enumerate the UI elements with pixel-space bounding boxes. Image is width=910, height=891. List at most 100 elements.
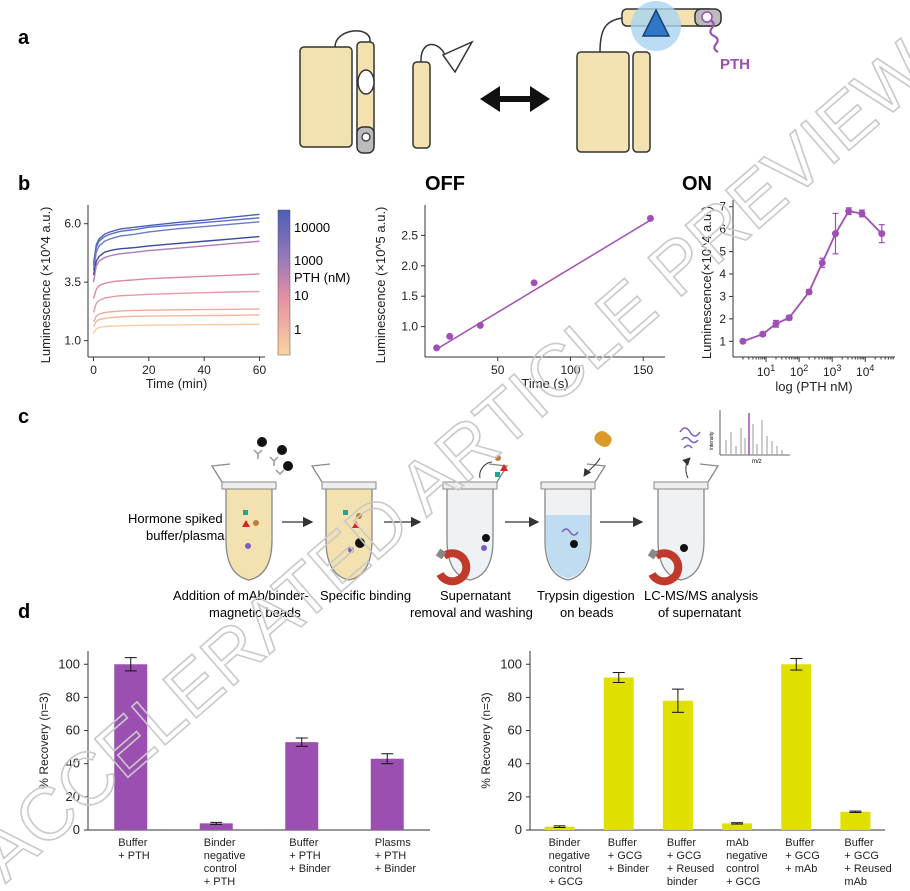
pth-label: PTH <box>720 56 750 73</box>
category-label: + GCG <box>667 850 702 862</box>
y-tick-label: 40 <box>66 756 80 771</box>
bar <box>662 700 693 830</box>
category-label: Buffer <box>289 837 318 849</box>
category-label: + Binder <box>375 863 417 875</box>
category-label: Buffer <box>667 837 696 849</box>
blue-triangle-shape <box>641 8 671 37</box>
category-label: + PTH <box>289 850 321 862</box>
free-linker-line <box>420 43 446 63</box>
panel-label-a: a <box>18 27 30 49</box>
x-axis-label: log (PTH nM) <box>775 379 852 394</box>
category-label: + Binder <box>608 863 650 875</box>
peptides-icon <box>679 427 701 449</box>
category-label: + Reused <box>667 863 714 875</box>
colorbar-tick-10000: 10000 <box>294 220 330 235</box>
series-line <box>92 314 260 327</box>
pth-colorbar: 10000 1000 PTH (nM) 10 1 <box>277 209 350 356</box>
category-label: + GCG <box>608 850 643 862</box>
y-tick-label: 20 <box>66 789 80 804</box>
x-axis-label: Time (min) <box>146 376 208 391</box>
x-tick-label: 103 <box>823 363 841 379</box>
magnet-icon-1 <box>435 548 471 586</box>
data-point <box>739 337 747 345</box>
category-label: + mAb <box>785 863 817 875</box>
data-point <box>759 330 767 338</box>
bar <box>544 826 575 830</box>
colorbar-tick-10: 10 <box>294 288 308 303</box>
kinetics-line-chart: 1.0 3.5 6.0 0 20 40 60 Time (min) Luminescence (… <box>38 205 266 391</box>
category-label: mAb <box>726 837 749 849</box>
y-axis-label: Luminescence(×10^4 a.u.) <box>699 206 714 359</box>
category-label: negative <box>726 850 768 862</box>
y-axis-label: % Recovery (n=3) <box>479 692 493 788</box>
panel-label-d: d <box>18 601 30 623</box>
off-title: OFF <box>425 173 465 195</box>
x-tick-label: 101 <box>757 363 775 379</box>
step-4-caption-line2: on beads <box>560 605 614 620</box>
x-tick-label: 102 <box>790 363 808 379</box>
y-axis-label: % Recovery (n=3) <box>37 692 51 788</box>
category-label: + GCG <box>549 876 584 888</box>
y-tick-label: 3 <box>719 289 726 303</box>
data-point <box>785 314 793 322</box>
x-tick-label: 50 <box>491 363 505 377</box>
y-tick-label: 60 <box>508 723 522 738</box>
bar <box>722 823 753 830</box>
y-tick-label: 1.5 <box>401 289 418 303</box>
panel-label-b: b <box>18 173 30 195</box>
ms-axis-y: intensity <box>709 431 715 450</box>
tube-1 <box>210 463 277 581</box>
y-tick-label: 80 <box>66 689 80 704</box>
y-tick-label: 4 <box>719 267 726 281</box>
series-line <box>92 308 260 323</box>
colorbar-gradient <box>277 209 291 356</box>
data-point <box>772 320 780 328</box>
sample-label-line1: Hormone spiked <box>128 511 223 526</box>
category-label: control <box>726 863 759 875</box>
bar <box>285 742 319 830</box>
linker-line <box>334 30 371 48</box>
x-tick-label: 100 <box>560 363 580 377</box>
magnet-icon-2 <box>647 548 683 586</box>
data-point <box>476 321 484 329</box>
large-subunit-shape-bound <box>576 51 630 153</box>
data-point <box>845 207 853 215</box>
category-label: + GCG <box>785 850 820 862</box>
y-tick-label: 100 <box>58 656 80 671</box>
y-tick-label: 2.5 <box>401 228 418 242</box>
data-point <box>530 279 538 287</box>
tube-2 <box>310 463 377 581</box>
y-tick-label: 6.0 <box>64 217 81 231</box>
series-line <box>92 273 260 299</box>
y-tick-label: 1 <box>719 334 726 348</box>
y-tick-label: 2.0 <box>401 259 418 273</box>
panel-label-c: c <box>18 406 29 428</box>
pth-peptide-squiggle <box>709 19 719 53</box>
colorbar-title: PTH (nM) <box>294 270 350 285</box>
step-2-caption: Specific binding <box>320 588 411 603</box>
y-tick-label: 80 <box>508 689 522 704</box>
x-tick-label: 104 <box>856 363 874 379</box>
y-tick-label: 1.0 <box>401 320 418 334</box>
category-label: negative <box>549 850 591 862</box>
category-label: Binder <box>549 837 581 849</box>
y-axis-label: Luminescence (×10^5 a.u.) <box>373 207 388 364</box>
bar <box>840 811 871 830</box>
sample-label-line2: buffer/plasma <box>146 528 225 543</box>
step-4-caption-line1: Trypsin digestion <box>537 588 635 603</box>
y-tick-label: 7 <box>719 200 726 214</box>
bar <box>199 823 233 830</box>
bar <box>603 677 634 830</box>
ms-axis-x: m/z <box>752 459 762 465</box>
fit-line <box>436 219 651 350</box>
series-line <box>92 213 260 264</box>
on-dose-response-chart: 1 2 3 4 5 6 7 101 102 103 104 log (PTH nM) Luminesce… <box>699 200 895 394</box>
category-label: + GCG <box>844 850 879 862</box>
large-subunit-shape <box>299 46 353 148</box>
x-tick-label: 40 <box>197 363 211 377</box>
on-title: ON <box>682 173 712 195</box>
category-label: Buffer <box>785 837 814 849</box>
y-tick-label: 40 <box>508 756 522 771</box>
mass-spectrum-icon: intensity m/z <box>709 410 790 465</box>
